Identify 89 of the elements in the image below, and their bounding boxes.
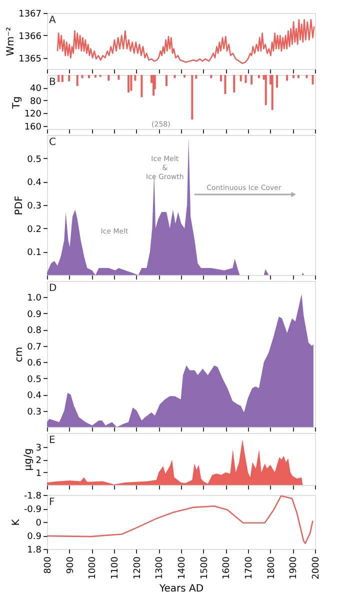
y-tick-label: 1.8	[27, 546, 42, 556]
bar	[165, 75, 168, 86]
y-tick-label: 40	[30, 84, 42, 94]
x-tick-label: 1700	[244, 556, 254, 580]
bar	[108, 75, 110, 81]
y-tick-label: 1.0	[27, 294, 42, 304]
bar	[191, 75, 194, 120]
chart-title: A	[49, 15, 56, 26]
bar	[233, 75, 236, 92]
x-tick-label: 1000	[88, 556, 98, 580]
y-tick-label: 80	[30, 96, 42, 107]
y-tick-label: 0.1	[27, 248, 42, 258]
bar	[94, 75, 96, 78]
x-tick-label: 1200	[132, 556, 143, 580]
line-series	[56, 19, 315, 64]
y-tick-label: -0.9	[24, 505, 42, 515]
chart-title: E	[49, 435, 56, 446]
chart-title: F	[49, 497, 55, 508]
bar	[250, 75, 253, 85]
bar	[312, 75, 314, 85]
bar	[292, 75, 295, 78]
y-tick-label: 0.3	[27, 202, 42, 212]
y-axis-title: PDF	[14, 196, 26, 216]
bar	[134, 75, 136, 81]
y-tick-label: 1	[36, 468, 42, 479]
bar	[297, 75, 300, 78]
y-tick-label: 0.5	[27, 374, 42, 385]
y-tick-label: 160	[24, 122, 42, 132]
bar	[81, 75, 84, 78]
bar	[220, 75, 222, 82]
bar	[258, 75, 260, 78]
bar	[58, 75, 60, 82]
bar	[195, 75, 198, 79]
y-tick-label: 2	[36, 456, 42, 466]
bar	[264, 75, 267, 106]
bar	[210, 75, 212, 78]
bar	[174, 75, 176, 78]
x-tick-label: 1500	[200, 556, 210, 580]
x-tick-label: 2000	[312, 556, 322, 580]
x-tick-label: 1400	[178, 556, 188, 580]
y-axis-title: µg/g	[22, 448, 34, 471]
bar	[244, 75, 247, 83]
bar	[76, 75, 78, 86]
x-tick-label: 900	[66, 556, 76, 574]
y-tick-label: 0.6	[27, 358, 42, 369]
bar	[118, 75, 120, 80]
y-axis-title: cm	[14, 346, 26, 362]
bar	[61, 75, 64, 82]
chart-title: D	[49, 283, 57, 294]
bar	[130, 75, 132, 91]
y-tick-label: 0.4	[27, 178, 42, 188]
x-tick-label: 1600	[222, 556, 232, 580]
x-tick-label: 1100	[110, 556, 120, 580]
bar	[88, 75, 90, 78]
y-tick-label: 1367	[18, 10, 42, 20]
y-tick-label: 0.3	[27, 407, 42, 418]
chart-title: B	[49, 77, 56, 88]
y-tick-label: 0.7	[27, 342, 42, 352]
bar	[184, 75, 186, 78]
y-tick-label: 0.4	[27, 391, 42, 402]
y-tick-label: 0.8	[27, 326, 42, 336]
chart-title: C	[49, 137, 56, 148]
y-tick-label: 0	[36, 518, 42, 528]
y-tick-label: 0.9	[27, 532, 42, 542]
bar	[276, 75, 278, 88]
x-tick-label: 1300	[155, 556, 166, 580]
bar	[224, 75, 226, 94]
x-tick-label: 1800	[266, 556, 277, 580]
y-tick-label: 0.2	[27, 224, 42, 235]
y-tick-label: 0.9	[27, 310, 42, 320]
x-tick-label: 1900	[289, 556, 300, 580]
y-tick-label: 3	[36, 443, 42, 454]
y-tick-label: 1365	[18, 54, 42, 64]
bar	[240, 75, 242, 82]
bar	[306, 75, 308, 78]
bar	[286, 75, 288, 81]
y-axis-title: Tg	[11, 96, 22, 110]
x-axis-title: Years AD	[158, 583, 204, 594]
bar	[140, 75, 143, 98]
bar	[271, 75, 274, 110]
y-tick-label: 1366	[18, 32, 42, 42]
line-series	[47, 495, 314, 544]
y-tick-label: -1.8	[24, 492, 42, 502]
y-axis-title: Wm⁻²	[6, 27, 17, 56]
bar	[68, 75, 70, 82]
y-tick-label: 120	[24, 110, 42, 120]
y-tick-label: 0.5	[27, 154, 42, 165]
x-tick-label: 800	[44, 556, 54, 574]
y-axis-title: K	[10, 518, 22, 526]
